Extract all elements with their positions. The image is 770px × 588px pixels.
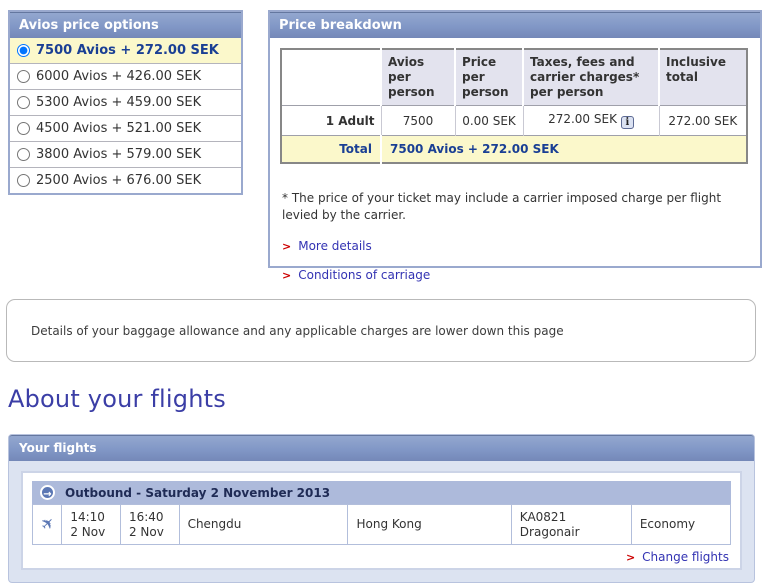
col-header-inclusive: Inclusive total — [658, 49, 747, 106]
avios-per-person-value: 7500 — [380, 105, 455, 136]
arrival-time: 16:40 — [128, 509, 164, 524]
outbound-arrow-icon: → — [40, 485, 55, 500]
avios-option-4[interactable]: 3800 Avios + 579.00 SEK — [10, 141, 241, 167]
total-value: 7500 Avios + 272.00 SEK — [380, 135, 747, 163]
your-flights-panel: Your flights → Outbound - Saturday 2 Nov… — [8, 434, 755, 583]
avios-option-1-label: 6000 Avios + 426.00 SEK — [36, 69, 202, 84]
col-header-avios: Avios per person — [380, 49, 455, 106]
departure-date: 2 Nov — [70, 524, 106, 539]
avios-option-5[interactable]: 2500 Avios + 676.00 SEK — [10, 167, 241, 193]
outbound-leg-title: Outbound - Saturday 2 November 2013 — [65, 485, 331, 500]
avios-option-2-label: 5300 Avios + 459.00 SEK — [36, 95, 202, 110]
destination-city: Hong Kong — [347, 504, 512, 545]
avios-option-0[interactable]: 7500 Avios + 272.00 SEK — [10, 38, 241, 63]
table-row-total: Total 7500 Avios + 272.00 SEK — [281, 135, 747, 163]
conditions-of-carriage-link[interactable]: Conditions of carriage — [298, 268, 431, 282]
price-breakdown-table: Avios per person Price per person Taxes,… — [280, 48, 748, 164]
avios-option-1-radio[interactable] — [17, 70, 30, 83]
chevron-right-icon: > — [282, 240, 292, 253]
avios-option-3-label: 4500 Avios + 521.00 SEK — [36, 121, 202, 136]
arrival-cell: 16:40 2 Nov — [119, 504, 180, 545]
col-header-price: Price per person — [454, 49, 523, 106]
avios-option-0-radio[interactable] — [17, 44, 30, 57]
info-icon[interactable]: i — [620, 116, 634, 129]
table-row-adult: 1 Adult 7500 0.00 SEK 272.00 SEK i 272.00… — [281, 105, 747, 136]
empty-header-cell — [281, 49, 381, 106]
your-flights-title: Your flights — [9, 435, 754, 461]
price-panel-title: Price breakdown — [270, 12, 760, 38]
flight-details-table: ✈ 14:10 2 Nov 16:40 2 Nov Chengdu Hong K… — [31, 504, 732, 545]
avios-option-3[interactable]: 4500 Avios + 521.00 SEK — [10, 115, 241, 141]
baggage-note-text: Details of your baggage allowance and an… — [31, 323, 564, 338]
avios-option-2[interactable]: 5300 Avios + 459.00 SEK — [10, 89, 241, 115]
page-title: About your flights — [8, 385, 226, 413]
price-per-person-value: 0.00 SEK — [454, 105, 523, 136]
conditions-row: > Conditions of carriage — [282, 268, 760, 282]
avios-option-5-label: 2500 Avios + 676.00 SEK — [36, 173, 202, 188]
arrival-date: 2 Nov — [128, 524, 164, 539]
cabin-class: Economy — [630, 504, 732, 545]
baggage-allowance-note: Details of your baggage allowance and an… — [6, 299, 756, 362]
avios-option-0-label: 7500 Avios + 272.00 SEK — [36, 43, 219, 58]
taxes-value: 272.00 SEK — [548, 112, 617, 126]
departure-time: 14:10 — [70, 509, 105, 524]
avios-option-4-radio[interactable] — [17, 148, 30, 161]
total-label: Total — [281, 135, 381, 163]
plane-icon-cell: ✈ — [31, 504, 63, 545]
carrier-name: Dragonair — [519, 524, 580, 539]
flight-row: ✈ 14:10 2 Nov 16:40 2 Nov Chengdu Hong K… — [31, 504, 732, 545]
carrier-charge-footnote: * The price of your ticket may include a… — [282, 191, 722, 222]
outbound-leg-header: → Outbound - Saturday 2 November 2013 — [32, 481, 731, 504]
price-breakdown-panel: Price breakdown Avios per person Price p… — [268, 10, 762, 282]
change-flights-row: > Change flights — [32, 545, 731, 564]
more-details-row: > More details — [282, 239, 760, 253]
inclusive-total-value: 272.00 SEK — [658, 105, 747, 136]
avios-price-options-panel: Avios price options 7500 Avios + 272.00 … — [8, 10, 243, 195]
taxes-value-cell: 272.00 SEK i — [522, 105, 659, 136]
avios-option-5-radio[interactable] — [17, 174, 30, 187]
avios-option-2-radio[interactable] — [17, 96, 30, 109]
flights-inner-box: → Outbound - Saturday 2 November 2013 ✈ … — [21, 471, 742, 570]
col-header-taxes: Taxes, fees and carrier charges* per per… — [522, 49, 659, 106]
avios-panel-title: Avios price options — [10, 12, 241, 38]
change-flights-link[interactable]: Change flights — [642, 550, 729, 564]
avios-option-3-radio[interactable] — [17, 122, 30, 135]
airplane-icon: ✈ — [36, 512, 60, 535]
row-label: 1 Adult — [281, 105, 381, 136]
chevron-right-icon: > — [282, 269, 292, 282]
departure-cell: 14:10 2 Nov — [61, 504, 121, 545]
chevron-right-icon: > — [625, 551, 636, 564]
avios-option-4-label: 3800 Avios + 579.00 SEK — [36, 147, 202, 162]
flight-number-cell: KA0821 Dragonair — [510, 504, 632, 545]
avios-option-1[interactable]: 6000 Avios + 426.00 SEK — [10, 63, 241, 89]
flight-number: KA0821 — [519, 509, 567, 524]
origin-city: Chengdu — [178, 504, 349, 545]
more-details-link[interactable]: More details — [298, 239, 372, 253]
